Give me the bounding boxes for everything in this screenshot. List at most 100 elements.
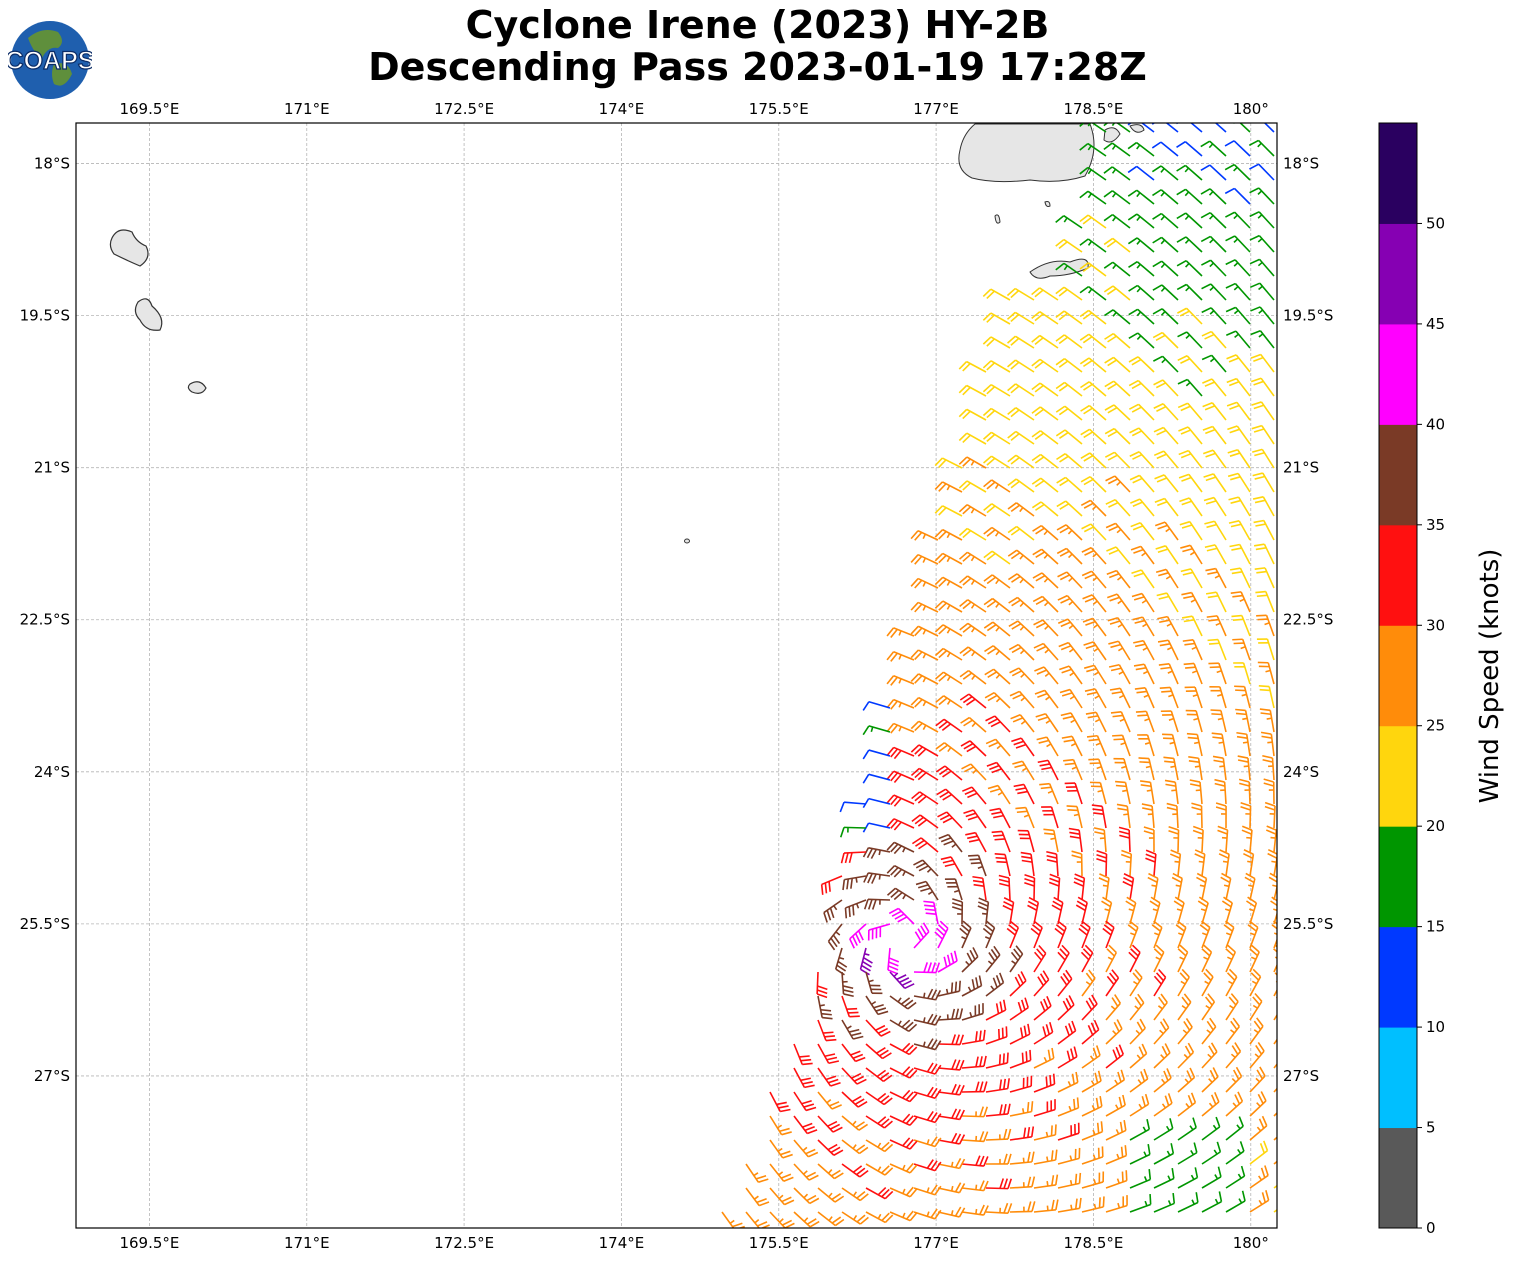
barb-flag <box>1034 456 1045 464</box>
wind-barb <box>841 1019 864 1040</box>
wind-barb <box>1081 546 1107 565</box>
wind-barb <box>961 975 983 997</box>
barb-flag <box>1103 213 1114 222</box>
barb-flag <box>863 899 869 910</box>
barb-flag <box>1264 1165 1269 1176</box>
wind-barb <box>1154 497 1179 517</box>
barb-flag <box>1189 1067 1196 1078</box>
barb-flag <box>1106 240 1117 248</box>
barb-flag <box>1161 690 1172 693</box>
barb-flag <box>1232 594 1243 598</box>
barb-half-flag <box>1093 647 1099 652</box>
barb-half-flag <box>1043 554 1049 559</box>
barb-flag <box>1175 924 1185 932</box>
barb-half-flag <box>1068 1105 1072 1112</box>
barb-flag <box>1040 786 1052 790</box>
barb-flag <box>959 1008 964 1019</box>
barb-flag <box>1059 550 1070 557</box>
barb-flag <box>854 933 861 944</box>
barb-half-flag <box>1096 766 1102 770</box>
barb-flag <box>1260 712 1272 716</box>
barb-flag <box>999 972 1005 983</box>
barb-flag <box>1070 1048 1075 1059</box>
barb-flag <box>1157 524 1168 530</box>
barb-flag <box>1153 379 1164 386</box>
barb-flag <box>1157 639 1169 643</box>
wind-barb <box>1105 994 1122 1021</box>
barb-flag <box>987 694 998 702</box>
barb-flag <box>1027 1176 1032 1188</box>
barb-flag <box>1061 668 1072 674</box>
barb-flag <box>959 575 969 584</box>
barb-flag <box>1054 1149 1058 1161</box>
barb-flag <box>959 599 969 608</box>
barb-half-flag <box>1161 358 1166 364</box>
barb-flag <box>1003 1202 1009 1214</box>
barb-flag <box>1061 735 1073 739</box>
barb-flag <box>886 699 895 709</box>
wind-barb <box>865 1186 894 1200</box>
barb-flag <box>1276 969 1277 971</box>
wind-barb <box>935 718 963 733</box>
barb-flag <box>1056 524 1067 531</box>
wind-barb <box>1162 733 1179 757</box>
wind-barb <box>1081 1121 1104 1141</box>
barb-flag <box>808 1174 819 1181</box>
wind-barb <box>1153 1118 1174 1141</box>
barb-flag <box>915 839 925 847</box>
barb-shaft <box>1137 308 1155 325</box>
wind-barb <box>1033 1199 1059 1213</box>
barb-flag <box>1015 806 1026 810</box>
wind-barb <box>1201 330 1227 349</box>
barb-half-flag <box>1136 144 1141 150</box>
wind-barb <box>1153 450 1179 469</box>
wind-barb <box>1058 641 1083 661</box>
barb-flag <box>983 1205 989 1216</box>
barb-flag <box>1080 499 1091 506</box>
barb-flag <box>1013 740 1024 746</box>
wind-barb <box>1152 189 1179 205</box>
barb-flag <box>1045 1076 1048 1088</box>
barb-half-flag <box>1087 240 1093 246</box>
barb-half-flag <box>1112 1030 1117 1035</box>
barb-flag <box>830 1081 841 1087</box>
wind-barb <box>1233 123 1251 133</box>
barb-flag <box>1231 571 1243 575</box>
barb-flag <box>960 716 970 724</box>
barb-half-flag <box>1146 789 1152 792</box>
barb-flag <box>1225 282 1236 289</box>
wind-barb <box>1081 1171 1105 1189</box>
wind-barb <box>1031 287 1059 301</box>
barb-flag <box>856 1191 866 1199</box>
wind-barb <box>889 971 915 990</box>
wind-barb <box>961 1003 984 1021</box>
barb-shaft <box>1112 309 1131 325</box>
barb-flag <box>1159 686 1171 689</box>
barb-flag <box>983 526 993 535</box>
wind-barb <box>1178 426 1203 445</box>
barb-half-flag <box>1182 1029 1188 1034</box>
barb-flag <box>930 1014 938 1025</box>
barb-flag <box>1055 924 1066 932</box>
barb-half-flag <box>1046 743 1052 748</box>
wind-barb <box>1152 236 1179 253</box>
wind-barb <box>1176 260 1203 277</box>
barb-flag <box>1104 332 1114 340</box>
barb-flag <box>922 922 930 933</box>
wind-barb <box>1109 687 1131 709</box>
barb-flag <box>962 362 971 372</box>
barb-flag <box>1021 855 1032 859</box>
barb-flag <box>1066 1050 1071 1061</box>
wind-barb <box>1081 570 1107 589</box>
wind-barb <box>1186 732 1203 757</box>
wind-barb <box>1081 523 1107 541</box>
wind-barb <box>1137 734 1155 757</box>
barb-half-flag <box>1087 169 1092 175</box>
wind-barb <box>1009 1075 1033 1093</box>
barb-flag <box>1010 714 1021 720</box>
barb-flag <box>851 935 858 946</box>
wind-barb <box>913 1062 942 1075</box>
barb-flag <box>1099 873 1110 879</box>
barb-half-flag <box>1116 1178 1120 1184</box>
barb-half-flag <box>1255 1077 1261 1083</box>
